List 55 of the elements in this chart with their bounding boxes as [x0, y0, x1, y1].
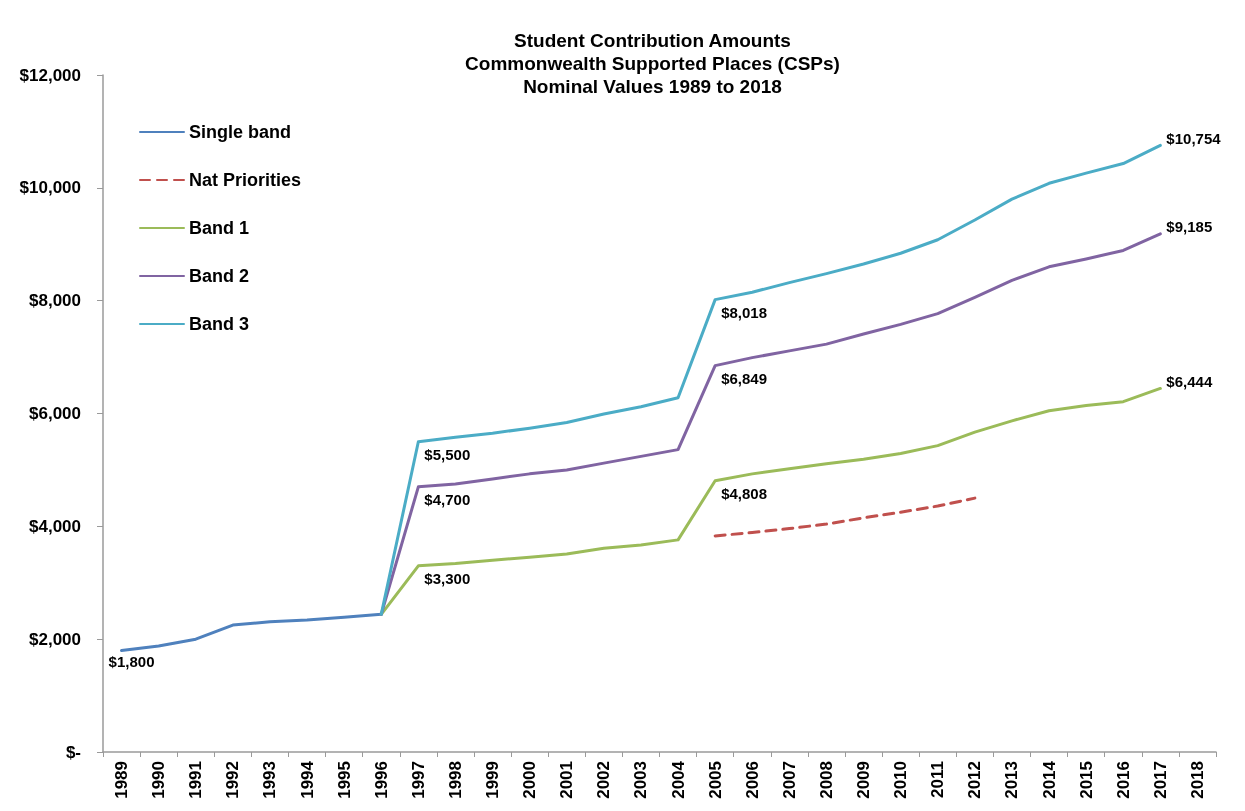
data-label: $8,018	[721, 304, 768, 322]
x-tick-label: 1993	[260, 761, 280, 799]
x-tick-label: 2005	[705, 761, 725, 799]
x-tick-label: 2010	[891, 761, 911, 799]
legend-label: Band 1	[189, 218, 250, 238]
x-tick-label: 1992	[223, 761, 243, 799]
x-tick-label: 1991	[186, 761, 206, 799]
legend-label: Single band	[189, 122, 292, 142]
x-tick-label: 2016	[1113, 761, 1133, 799]
x-tick-label: 2000	[520, 761, 540, 799]
legend-label: Nat Priorities	[189, 170, 302, 190]
x-tick-label: 2004	[668, 760, 688, 799]
x-tick-label: 2009	[854, 761, 874, 799]
y-tick-label: $6,000	[29, 404, 81, 423]
x-tick-label: 1990	[149, 761, 169, 799]
x-tick-label: 1996	[371, 761, 391, 799]
y-tick-label: $-	[65, 742, 81, 762]
y-tick-label: $4,000	[29, 516, 81, 536]
y-tick-label: $2,000	[29, 629, 81, 649]
x-tick-label: 2001	[557, 761, 577, 799]
y-tick-label: $8,000	[29, 291, 81, 311]
y-tick-label: $10,000	[19, 178, 81, 198]
x-tick-label: 2014	[1039, 760, 1059, 799]
y-tick-label: $12,000	[19, 65, 81, 85]
data-label: $10,754	[1166, 129, 1222, 147]
line-series	[120, 612, 383, 652]
x-tick-label: 2007	[779, 761, 799, 799]
x-tick-label: 2002	[594, 761, 614, 799]
x-tick-label: 1999	[483, 761, 503, 799]
chart-title: Student Contribution Amounts Commonwealth Supported Places (CSPs) Nominal Values 1989 to 2018	[465, 30, 840, 97]
data-label: $3,300	[424, 570, 471, 588]
x-tick-label: 2018	[1187, 761, 1207, 799]
x-tick-label: 1998	[445, 761, 465, 799]
data-label: $4,700	[424, 491, 471, 509]
data-label: $1,800	[108, 653, 155, 671]
x-tick-label: 2006	[742, 761, 762, 799]
x-tick-label: 2012	[965, 761, 985, 799]
line-series	[379, 143, 1162, 616]
x-tick-label: 1997	[408, 761, 428, 799]
data-label: $6,444	[1166, 372, 1213, 390]
legend-label: Band 3	[189, 314, 250, 334]
x-tick-label: 1989	[112, 761, 132, 799]
data-label: $4,808	[721, 485, 768, 503]
legend-label: Band 2	[189, 266, 250, 286]
x-tick-label: 2017	[1150, 761, 1170, 799]
x-tick-label: 2011	[928, 761, 948, 798]
x-tick-label: 2015	[1076, 761, 1096, 799]
x-tick-label: 2008	[816, 761, 836, 799]
data-label: $6,849	[721, 370, 768, 388]
x-tick-label: 2013	[1002, 761, 1022, 799]
x-tick-label: 1995	[334, 761, 354, 799]
data-label: $5,500	[424, 446, 471, 464]
x-tick-label: 2003	[631, 761, 651, 799]
data-label: $9,185	[1166, 218, 1213, 236]
x-tick-label: 1994	[297, 760, 317, 799]
